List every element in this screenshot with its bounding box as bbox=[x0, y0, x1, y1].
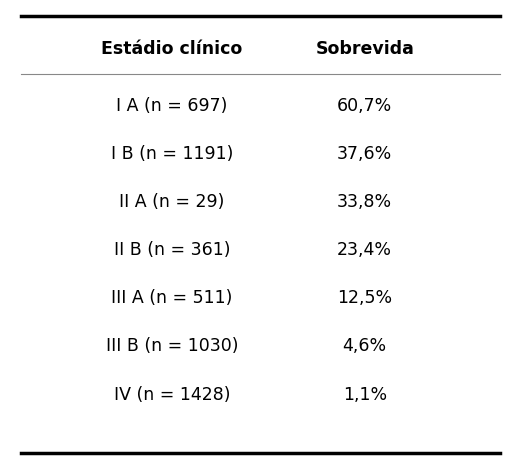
Text: IV (n = 1428): IV (n = 1428) bbox=[114, 386, 230, 403]
Text: III A (n = 511): III A (n = 511) bbox=[111, 290, 232, 307]
Text: II B (n = 361): II B (n = 361) bbox=[114, 242, 230, 259]
Text: 60,7%: 60,7% bbox=[337, 97, 392, 115]
Text: I A (n = 697): I A (n = 697) bbox=[116, 97, 228, 115]
Text: Sobrevida: Sobrevida bbox=[315, 40, 414, 57]
Text: 33,8%: 33,8% bbox=[337, 194, 392, 211]
Text: 23,4%: 23,4% bbox=[337, 242, 392, 259]
Text: 1,1%: 1,1% bbox=[343, 386, 387, 403]
Text: III B (n = 1030): III B (n = 1030) bbox=[106, 338, 238, 355]
Text: 37,6%: 37,6% bbox=[337, 146, 392, 163]
Text: 4,6%: 4,6% bbox=[343, 338, 387, 355]
Text: Estádio clínico: Estádio clínico bbox=[101, 40, 243, 57]
Text: I B (n = 1191): I B (n = 1191) bbox=[111, 146, 233, 163]
Text: II A (n = 29): II A (n = 29) bbox=[119, 194, 225, 211]
Text: 12,5%: 12,5% bbox=[337, 290, 392, 307]
